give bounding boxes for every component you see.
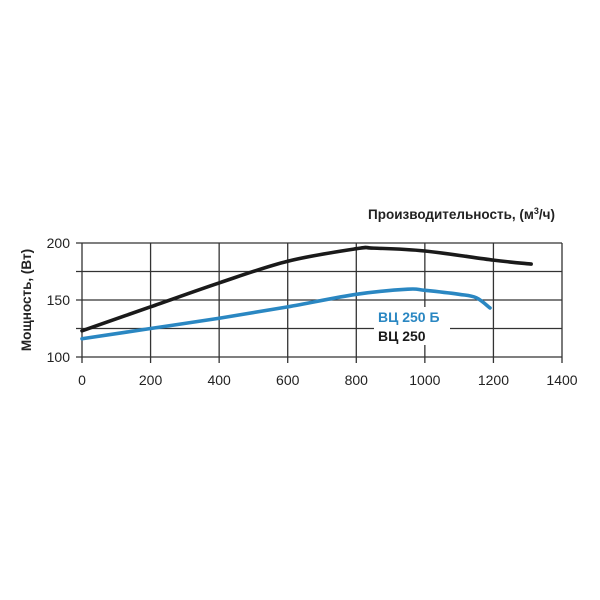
legend-background <box>374 307 450 345</box>
x-tick-label: 1200 <box>478 372 509 388</box>
x-tick-label: 800 <box>345 372 369 388</box>
y-tick-label: 200 <box>47 235 71 251</box>
legend-vc250: ВЦ 250 <box>378 328 426 344</box>
x-tick-label: 400 <box>207 372 231 388</box>
x-tick-label: 600 <box>276 372 300 388</box>
x-axis-ticks: 0 200 400 600 800 1000 1200 1400 <box>78 372 578 388</box>
x-tick-label: 200 <box>139 372 163 388</box>
x-tick-label: 1000 <box>409 372 440 388</box>
series-line-0 <box>80 287 492 341</box>
y-axis-ticks: 100 150 200 <box>47 235 71 365</box>
x-tick-label: 0 <box>78 372 86 388</box>
curves <box>80 245 533 341</box>
x-tick-label: 1400 <box>546 372 577 388</box>
y-tick-label: 100 <box>47 349 71 365</box>
x-axis-label: Производительность, (м3/ч) <box>368 206 555 222</box>
y-tick-label: 150 <box>47 292 71 308</box>
series-line-1 <box>80 245 533 333</box>
legend-vc250b: ВЦ 250 Б <box>378 309 440 325</box>
y-axis-label: Мощность, (Вт) <box>19 249 34 351</box>
